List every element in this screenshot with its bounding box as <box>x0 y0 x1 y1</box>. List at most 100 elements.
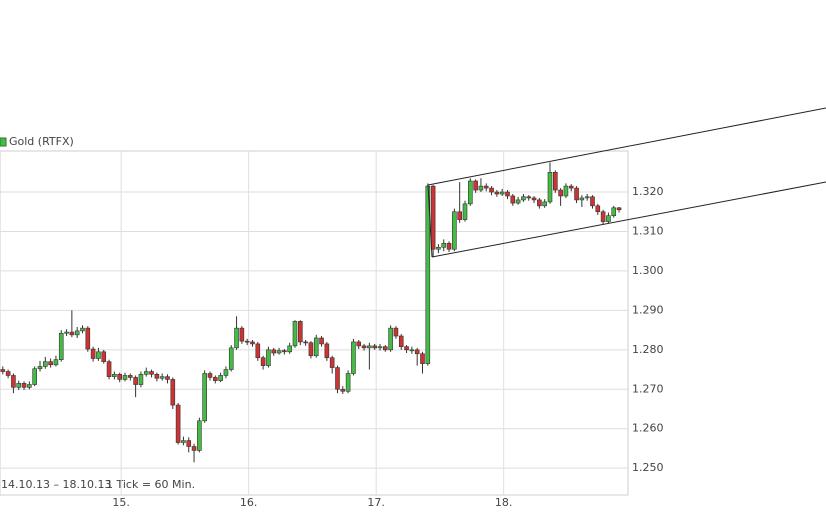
candle-body <box>303 341 308 344</box>
candle-body <box>69 331 75 336</box>
candle-body <box>590 196 595 207</box>
candle-body <box>494 191 500 195</box>
candle-body <box>356 341 362 347</box>
candle-body <box>414 349 420 355</box>
candle-body <box>430 185 436 250</box>
candle-body <box>48 361 53 366</box>
candle-body <box>85 327 91 350</box>
candle-body <box>16 383 22 388</box>
candle-body <box>260 357 266 366</box>
candle-body <box>287 345 292 353</box>
candle-body <box>0 369 6 372</box>
candle-body <box>154 373 160 379</box>
candle-body <box>531 197 537 201</box>
candle-body <box>266 349 271 366</box>
candle-body <box>80 327 85 332</box>
candle-body <box>441 243 447 248</box>
y-tick-label: 1.310 <box>632 224 664 237</box>
candle-body <box>606 215 611 222</box>
candle-body <box>595 205 601 213</box>
candle-body <box>149 371 154 375</box>
candle-body <box>21 383 27 388</box>
candle-body <box>526 196 532 199</box>
candle-body <box>313 337 319 357</box>
x-tick-label: 18. <box>495 496 513 509</box>
candle-body <box>420 353 425 364</box>
candle-body <box>282 350 287 353</box>
candle-body <box>117 373 122 380</box>
candle-body <box>558 189 563 197</box>
y-tick-label: 1.270 <box>632 382 664 395</box>
candle-body <box>510 195 516 204</box>
candle-body <box>478 185 484 191</box>
y-tick-label: 1.320 <box>632 185 664 198</box>
candle-body <box>96 351 101 359</box>
y-tick-label: 1.260 <box>632 422 664 435</box>
candle-body <box>74 330 80 336</box>
candle-body <box>335 367 340 390</box>
candle-body <box>250 341 255 345</box>
candle-body <box>138 373 144 385</box>
candle-body <box>393 327 399 337</box>
legend-swatch <box>0 137 7 147</box>
candle-body <box>218 375 223 381</box>
candle-body <box>436 246 441 250</box>
candle-body <box>452 211 457 250</box>
candle-body <box>473 180 478 191</box>
x-tick-label: 16. <box>240 496 258 509</box>
candle-body <box>515 199 521 204</box>
candle-body <box>271 349 277 354</box>
candle-body <box>568 185 574 189</box>
candle-body <box>64 331 69 334</box>
candle-body <box>58 332 64 360</box>
candle-body <box>537 199 542 207</box>
candle-body <box>600 211 606 222</box>
candle-body <box>574 187 579 201</box>
candle-body <box>255 343 261 359</box>
candle-body <box>297 321 303 343</box>
plot-frame <box>0 150 629 496</box>
candle-body <box>165 376 170 380</box>
candle-body <box>276 350 282 354</box>
candle-body <box>90 348 96 359</box>
trend-line-lower <box>431 181 826 258</box>
candle-body <box>446 243 452 250</box>
candle-body <box>505 191 510 197</box>
y-tick-label: 1.290 <box>632 303 664 316</box>
candle-body <box>467 180 473 205</box>
candle-body <box>181 440 186 443</box>
date-range: 14.10.13 – 18.10.13 <box>1 478 111 491</box>
candle-body <box>197 420 202 451</box>
candle-body <box>202 373 207 422</box>
candles <box>0 162 622 463</box>
candle-body <box>616 207 622 211</box>
candle-body <box>11 375 16 388</box>
candle-body <box>483 185 489 189</box>
candle-body <box>53 359 59 366</box>
candle-body <box>361 345 367 349</box>
candle-body <box>239 327 245 342</box>
candle-body <box>27 384 32 388</box>
candle-body <box>377 346 383 349</box>
candle-body <box>207 373 213 378</box>
x-tick-label: 15. <box>112 496 130 509</box>
candle-body <box>542 201 547 207</box>
candle-body <box>372 345 377 349</box>
trend-line-upper <box>427 107 826 186</box>
candle-body <box>234 327 239 349</box>
candle-body <box>489 187 494 193</box>
candle-body <box>521 196 526 201</box>
candle-body <box>308 342 314 357</box>
trend-line-start <box>427 184 433 258</box>
candle-body <box>213 377 218 381</box>
candle-body <box>547 172 553 203</box>
candle-body <box>42 361 48 367</box>
candle-body <box>186 440 192 447</box>
candle-body <box>106 361 112 377</box>
candle-body <box>499 191 505 195</box>
x-tick-label: 17. <box>367 496 385 509</box>
candle-body <box>404 346 409 351</box>
y-tick-label: 1.250 <box>632 461 664 474</box>
candle-body <box>32 368 37 385</box>
